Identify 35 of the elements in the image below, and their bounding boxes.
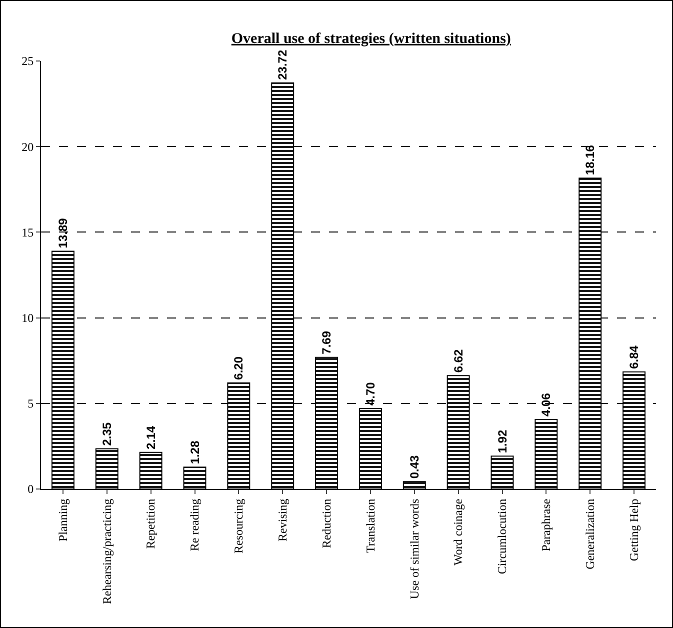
data-label: 7.69 xyxy=(320,330,334,354)
x-tick-label: Paraphrase xyxy=(539,498,554,552)
data-label: 2.14 xyxy=(144,426,158,450)
x-tick-label: Resourcing xyxy=(232,498,246,554)
x-tick-label: Use of similar words xyxy=(407,498,422,600)
x-tick-label: Repetition xyxy=(144,498,158,549)
y-tick-label: 5 xyxy=(28,396,34,411)
x-tick-label: Reduction xyxy=(319,498,334,548)
x-tick-label: Word coinage xyxy=(451,498,466,566)
data-label: 18.16 xyxy=(583,144,598,176)
x-tick-label: Generalization xyxy=(583,498,598,570)
y-tick-label: 25 xyxy=(22,54,34,68)
data-label: 4.70 xyxy=(363,382,378,406)
data-label: 0.43 xyxy=(407,454,422,479)
data-label: 6.84 xyxy=(627,345,642,369)
x-tick-label: Revising xyxy=(276,498,290,542)
y-tick-label: 0 xyxy=(28,482,34,496)
data-label: 1.92 xyxy=(495,429,510,454)
chart-title: Overall use of strategies (written situations) xyxy=(231,30,511,47)
x-tick-label: Getting Help xyxy=(626,498,641,562)
y-tick-label: 20 xyxy=(22,140,34,154)
y-tick-label: 15 xyxy=(22,225,34,240)
y-tick-label: 10 xyxy=(22,311,34,325)
data-label: 23.72 xyxy=(276,50,290,80)
data-label: 13.89 xyxy=(56,218,70,248)
x-tick-label: Rehearsing/practicing xyxy=(100,498,114,604)
x-tick-label: Re reading xyxy=(188,498,202,552)
x-tick-label: Circumlocution xyxy=(495,498,510,574)
x-tick-label: Translation xyxy=(363,498,378,554)
data-label: 1.28 xyxy=(188,440,202,464)
data-label: 6.20 xyxy=(232,356,246,380)
x-tick-label: Planning xyxy=(56,498,70,542)
data-label: 2.35 xyxy=(100,422,114,446)
data-label: 4.06 xyxy=(539,392,554,416)
data-label: 6.62 xyxy=(451,348,466,373)
